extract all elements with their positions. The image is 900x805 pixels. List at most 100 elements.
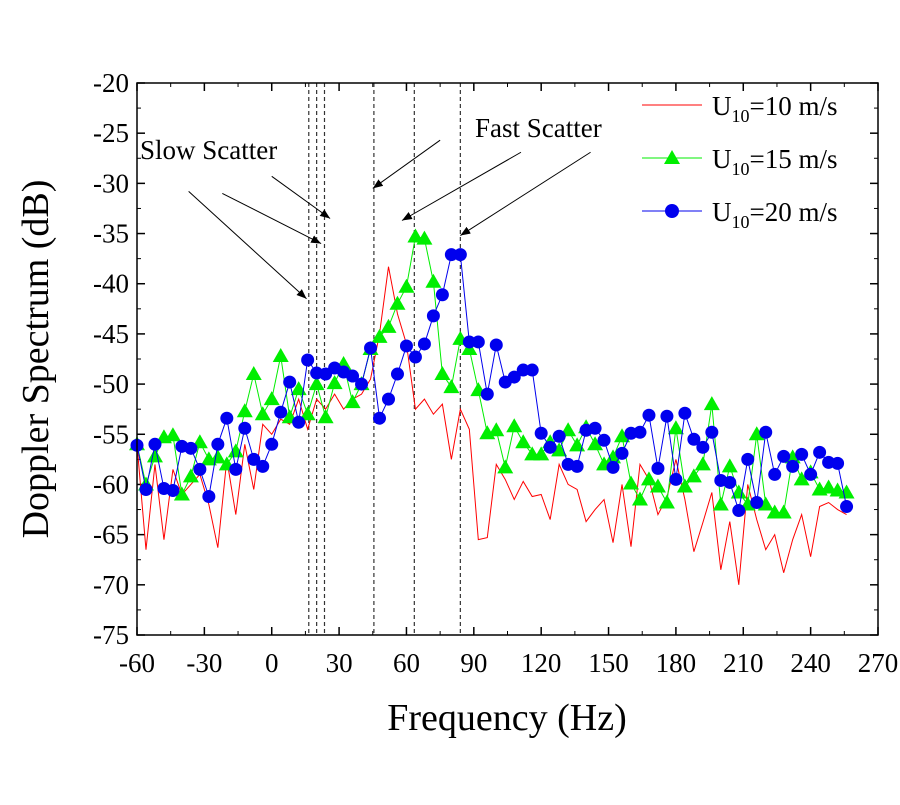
data-point-circle [732,504,746,518]
data-point-circle [471,335,485,349]
data-point-triangle [838,484,855,499]
data-point-circle [292,415,306,429]
data-point-triangle [398,278,415,293]
x-tick-label: 0 [265,648,279,678]
x-tick-label: 270 [858,648,899,678]
data-point-circle [202,489,216,503]
data-point-circle [588,421,602,435]
data-point-triangle [389,295,406,310]
data-point-circle [220,411,234,425]
data-point-circle [651,461,665,475]
series-line [136,266,847,585]
data-point-circle [417,337,431,351]
x-tick-label: 180 [656,648,697,678]
y-axis-label: Doppler Spectrum (dB) [15,180,57,539]
data-point-circle [480,387,494,401]
data-point-triangle [775,504,792,519]
y-tick-label: -50 [93,369,129,399]
data-point-triangle [434,366,451,381]
annotation-label: Fast Scatter [475,113,602,143]
y-tick-label: -40 [93,269,129,299]
data-point-circle [489,338,503,352]
data-point-triangle [425,273,442,288]
series-0 [136,266,847,585]
data-point-circle [696,440,710,454]
data-point-circle [426,309,440,323]
y-tick-label: -75 [93,620,129,650]
data-point-triangle [317,409,334,424]
data-point-circle [238,421,252,435]
legend-label: U10=15 m/s [712,144,838,179]
data-point-circle [399,339,413,353]
legend-item: U10=10 m/s [642,91,838,126]
data-point-triangle [721,458,738,473]
data-point-circle [687,432,701,446]
series-2 [130,248,854,518]
data-point-triangle [236,403,253,418]
data-point-circle [786,459,800,473]
data-point-circle [453,248,467,262]
annotation-arrow [372,139,441,189]
data-point-circle [534,426,548,440]
data-point-triangle [371,328,388,343]
y-tick-label: -30 [93,168,129,198]
data-point-triangle [344,394,361,409]
data-point-circle [795,447,809,461]
data-point-circle [660,409,674,423]
data-point-triangle [793,471,810,486]
data-point-triangle [263,391,280,406]
data-point-triangle [640,471,657,486]
data-point-circle [750,496,764,510]
data-point-triangle [182,468,199,483]
data-point-triangle [443,379,460,394]
data-point-circle [301,353,315,367]
data-point-circle [229,462,243,476]
x-tick-label: 210 [723,648,764,678]
legend-label: U10=10 m/s [712,91,838,126]
series-line [136,235,847,514]
data-point-circle [148,437,162,451]
annotation-arrow [401,151,522,221]
data-point-circle [723,475,737,489]
data-point-triangle [515,434,532,449]
x-tick-label: -30 [186,648,222,678]
y-tick-label: -20 [93,68,129,98]
legend-label: U10=20 m/s [712,197,838,232]
data-point-triangle [658,494,675,509]
data-point-triangle [614,428,631,443]
data-point-circle [256,459,270,473]
legend-item: U10=20 m/s [642,197,838,232]
plot-frame [136,82,879,636]
data-point-circle [408,350,422,364]
data-point-circle [804,467,818,481]
data-point-circle [777,449,791,463]
data-point-triangle [272,347,289,362]
data-point-circle [507,370,521,384]
data-point-triangle [416,230,433,245]
x-axis-label: Frequency (Hz) [387,697,627,739]
data-point-circle [166,483,180,497]
x-tick-label: 240 [790,648,831,678]
data-point-triangle [694,456,711,471]
data-point-circle [669,472,683,486]
data-point-triangle [757,496,774,511]
data-point-triangle [146,448,163,463]
data-point-circle [274,405,288,419]
data-point-circle [840,500,854,514]
data-point-circle [435,288,449,302]
legend-circle-icon [665,204,679,218]
legend-triangle-icon [664,150,680,164]
data-point-circle [346,369,360,383]
data-point-circle [139,482,153,496]
legend: U10=10 m/s U10=15 m/s U10=20 m/s [642,91,838,232]
annotation-arrow [222,192,322,245]
x-tick-label: 120 [521,648,562,678]
data-point-circle [606,460,620,474]
data-point-triangle [685,468,702,483]
data-point-triangle [551,442,568,457]
data-point-circle [741,452,755,466]
data-point-circle [597,433,611,447]
data-point-circle [364,341,378,355]
